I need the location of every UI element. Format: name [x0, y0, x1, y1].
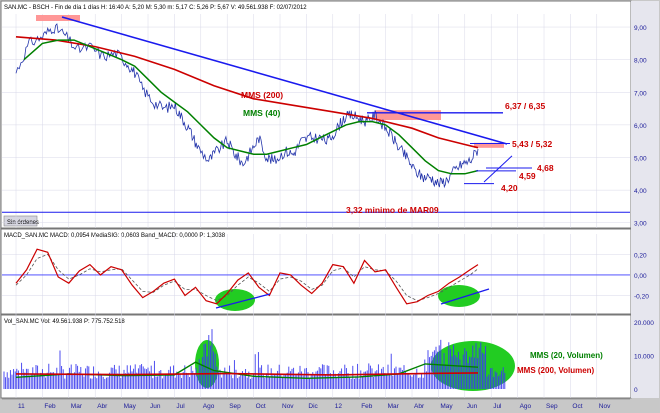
sin-ordenes-label: Sin órdenes: [7, 220, 39, 226]
rising-support-line: [483, 155, 513, 183]
annotation-resistance-543: 5,43 / 5,32: [512, 139, 552, 149]
month-tick-label: Sep: [546, 403, 558, 410]
price-tick-label: 6,00: [634, 123, 647, 130]
month-tick-label: Dic: [308, 403, 318, 410]
right-axis-bg: [631, 1, 659, 398]
month-tick-label: Ago: [203, 403, 215, 410]
annotation-support-459: 4,59: [519, 171, 536, 181]
downtrend-line: [61, 16, 508, 145]
annotation-support-468: 4,68: [537, 163, 554, 173]
annotation-minimo: 3,32 minimo de MAR09: [346, 205, 439, 215]
month-tick-label: May: [124, 403, 137, 410]
resistance-zone-high: [36, 15, 80, 21]
annotation-support-420: 4,20: [501, 183, 518, 193]
month-tick-label: Abr: [97, 403, 108, 410]
mms40-line: [23, 39, 479, 175]
annotation-mms200: MMS (200): [241, 90, 283, 100]
month-tick-label: Sep: [229, 403, 241, 410]
price-tick-label: 8,00: [634, 58, 647, 65]
volume-tick-label: 0: [634, 387, 638, 394]
month-tick-label: May: [440, 403, 453, 410]
price-tick-label: 3,00: [634, 221, 647, 228]
price-panel: [0, 0, 632, 229]
month-tick-label: Abr: [414, 403, 425, 410]
month-tick-label: Feb: [44, 403, 56, 410]
macd-divergence-line: [440, 288, 490, 305]
month-tick-label: Ago: [520, 403, 532, 410]
month-tick-label: Nov: [599, 403, 611, 410]
month-tick-label: Oct: [256, 403, 266, 410]
price-line: [15, 23, 479, 189]
volume-bars: [3, 329, 506, 389]
series-lines: [2, 16, 630, 380]
macd-divergence-ellipse: [438, 285, 480, 307]
macd-signal-line: [15, 253, 479, 302]
month-tick-label: Jun: [150, 403, 161, 410]
resistance-zone-543: [474, 142, 504, 148]
macd-header: MACD_SAN.MC MACD: 0,0954 MediaSIG: 0,060…: [4, 233, 226, 239]
macd-tick-label: 0,00: [634, 273, 647, 280]
month-tick-label: 11: [18, 403, 25, 410]
month-tick-label: Oct: [572, 403, 582, 410]
month-tick-label: Nov: [282, 403, 294, 410]
month-tick-label: Feb: [361, 403, 373, 410]
month-tick-label: Jul: [493, 403, 502, 410]
annotation-mms40: MMS (40): [243, 108, 280, 118]
mms200-line: [15, 36, 479, 149]
price-header: SAN.MC - BSCH - Fin de día 1 días H: 16:…: [4, 5, 307, 11]
tick-labels: 9,00 8,00 7,00 6,00 5,00 4,00 3,00 0,20 0,00 -0,2…: [18, 25, 654, 410]
price-tick-label: 9,00: [634, 25, 647, 32]
macd-line: [15, 248, 479, 305]
price-tick-label: 5,00: [634, 156, 647, 163]
volume-mms200-line: [15, 372, 479, 376]
price-tick-label: 7,00: [634, 90, 647, 97]
annotation-mms200-volumen: MMS (200, Volumen): [517, 366, 595, 375]
volume-mms20-line: [15, 361, 479, 380]
month-tick-label: Mar: [71, 403, 83, 410]
sin-ordenes-button[interactable]: Sin órdenes: [3, 215, 39, 227]
month-tick-label: Jul: [176, 403, 185, 410]
volume-tick-label: 20.000: [634, 320, 654, 327]
price-tick-label: 4,00: [634, 188, 647, 195]
annotation-resistance-637: 6,37 / 6,35: [505, 101, 545, 111]
macd-tick-label: 0,20: [634, 252, 647, 259]
macd-tick-label: -0,20: [634, 294, 649, 301]
volume-tick-label: 10.000: [634, 354, 654, 361]
month-tick-label: Jun: [467, 403, 478, 410]
month-tick-label: 12: [335, 403, 343, 410]
macd-divergence-line: [215, 293, 271, 309]
annotation-mms20-volumen: MMS (20, Volumen): [530, 351, 603, 360]
volume-header: Vol_SAN.MC Vol: 49.561.938 P: 775.752.51…: [4, 319, 125, 325]
macd-panel: [0, 228, 632, 315]
month-tick-label: Mar: [388, 403, 400, 410]
